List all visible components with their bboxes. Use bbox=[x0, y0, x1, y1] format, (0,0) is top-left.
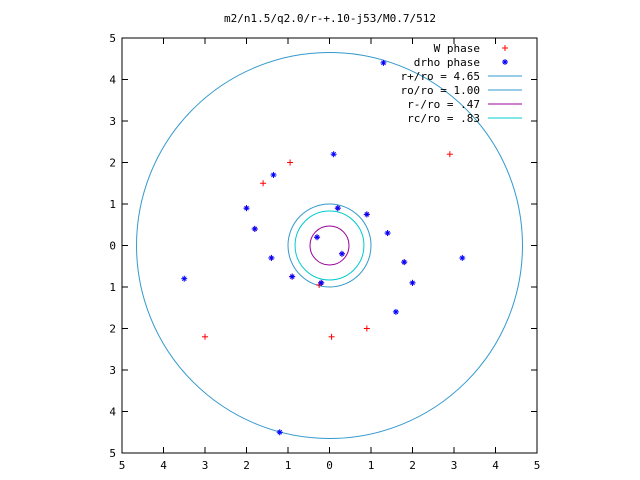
drho-phase-point bbox=[338, 250, 345, 257]
drho-phase-point bbox=[243, 205, 250, 212]
drho-phase-point bbox=[392, 308, 399, 315]
x-tick-label: 1 bbox=[368, 459, 375, 472]
radius-circles bbox=[136, 52, 523, 439]
radius-circle bbox=[136, 52, 523, 439]
x-tick-label: 0 bbox=[326, 459, 333, 472]
y-tick-label: 1 bbox=[109, 198, 116, 211]
drho-phase-point bbox=[330, 151, 337, 158]
y-tick-label: 2 bbox=[109, 323, 116, 336]
legend-label: rc/ro = .83 bbox=[407, 112, 480, 125]
legend-label: r-/ro = .47 bbox=[407, 98, 480, 111]
drho-phase-point bbox=[459, 254, 466, 261]
w-phase-point bbox=[202, 333, 208, 340]
drho-phase-point bbox=[270, 171, 277, 178]
x-tick-label: 5 bbox=[534, 459, 541, 472]
y-tick-label: 0 bbox=[109, 240, 116, 253]
x-tick-label: 3 bbox=[451, 459, 458, 472]
data-points bbox=[181, 59, 466, 436]
chart-title: m2/n1.5/q2.0/r-+.10-j53/M0.7/512 bbox=[224, 12, 436, 25]
w-phase-point bbox=[446, 151, 453, 158]
radius-circle bbox=[287, 203, 372, 288]
legend-label: W phase bbox=[434, 42, 480, 55]
w-phase-point bbox=[328, 333, 335, 340]
legend-star-marker bbox=[502, 59, 508, 65]
y-tick-label: 5 bbox=[109, 32, 116, 45]
drho-phase-point bbox=[380, 59, 387, 66]
x-tick-label: 2 bbox=[409, 459, 416, 472]
w-phase-point bbox=[287, 159, 294, 166]
y-tick-label: 4 bbox=[109, 406, 116, 419]
y-tick-label: 4 bbox=[109, 74, 116, 87]
drho-phase-point bbox=[318, 279, 325, 286]
legend-label: r+/ro = 4.65 bbox=[401, 70, 480, 83]
drho-phase-point bbox=[251, 225, 258, 232]
radius-circle bbox=[294, 210, 365, 281]
y-tick-label: 2 bbox=[109, 157, 116, 170]
legend-label: ro/ro = 1.00 bbox=[401, 84, 480, 97]
x-tick-label: 4 bbox=[492, 459, 499, 472]
drho-phase-point bbox=[181, 275, 188, 282]
drho-phase-point bbox=[401, 259, 408, 266]
drho-phase-point bbox=[289, 273, 296, 280]
y-tick-label: 5 bbox=[109, 447, 116, 460]
drho-phase-point bbox=[334, 205, 341, 212]
x-tick-label: 4 bbox=[160, 459, 167, 472]
legend-plus-marker bbox=[502, 45, 508, 51]
drho-phase-point bbox=[363, 211, 370, 218]
w-phase-point bbox=[363, 325, 370, 332]
x-tick-label: 1 bbox=[285, 459, 292, 472]
radius-circle bbox=[309, 225, 350, 266]
w-phase-point bbox=[260, 180, 267, 187]
drho-phase-point bbox=[384, 230, 391, 237]
drho-phase-point bbox=[314, 234, 321, 241]
y-tick-label: 1 bbox=[109, 281, 116, 294]
y-tick-label: 3 bbox=[109, 115, 116, 128]
y-tick-label: 3 bbox=[109, 364, 116, 377]
x-tick-label: 5 bbox=[119, 459, 126, 472]
x-tick-label: 3 bbox=[202, 459, 209, 472]
drho-phase-point bbox=[268, 254, 275, 261]
drho-phase-point bbox=[276, 429, 283, 436]
drho-phase-point bbox=[409, 279, 416, 286]
legend-label: drho phase bbox=[414, 56, 480, 69]
x-tick-label: 2 bbox=[243, 459, 250, 472]
